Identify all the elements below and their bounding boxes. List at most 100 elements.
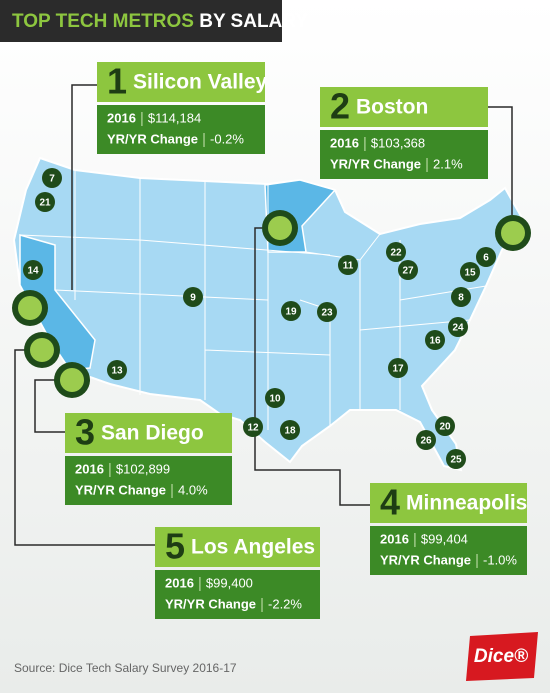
source: Source: Dice Tech Salary Survey 2016-17 — [14, 661, 237, 675]
marker-dot — [338, 255, 358, 275]
data-value: $114,184 — [148, 110, 201, 125]
data-label: YR/YR Change — [380, 552, 471, 567]
city: Boston — [356, 96, 428, 119]
marker-dot — [107, 360, 127, 380]
title-bar — [0, 0, 282, 42]
marker-label: 27 — [402, 266, 414, 277]
marker-dot — [183, 287, 203, 307]
data-label: 2016 — [75, 461, 104, 476]
data-value: 4.0% — [178, 482, 208, 497]
callout-data — [320, 130, 488, 179]
marker-label: 18 — [284, 426, 296, 437]
city-marker — [268, 216, 292, 240]
data-label: 2016 — [107, 110, 136, 125]
city-marker — [60, 368, 84, 392]
marker-label: 10 — [269, 394, 281, 405]
marker-label: 7 — [49, 174, 55, 185]
marker-dot — [265, 388, 285, 408]
marker-dot — [476, 247, 496, 267]
marker-dot — [451, 287, 471, 307]
marker-label: 15 — [464, 268, 476, 279]
connector — [254, 227, 370, 506]
marker-dot — [460, 262, 480, 282]
data-label: YR/YR Change — [330, 156, 421, 171]
city-marker — [30, 338, 54, 362]
city-marker — [18, 296, 42, 320]
rank: 1 — [107, 61, 127, 102]
city: Silicon Valley — [133, 71, 268, 94]
city: Minneapolis — [406, 492, 527, 515]
marker-label: 19 — [285, 307, 297, 318]
marker-label: 21 — [39, 198, 51, 209]
logo: Dice® — [474, 646, 528, 667]
marker-label: 6 — [483, 253, 489, 264]
callout-data — [370, 526, 527, 575]
data-label: 2016 — [380, 531, 409, 546]
marker-dot — [317, 302, 337, 322]
marker-label: 9 — [190, 293, 196, 304]
city: Los Angeles — [191, 536, 315, 559]
rank: 3 — [75, 412, 95, 453]
marker-dot — [42, 168, 62, 188]
connector — [14, 349, 155, 546]
marker-dot — [425, 330, 445, 350]
data-label: 2016 — [165, 575, 194, 590]
city: San Diego — [101, 422, 204, 445]
connector — [34, 379, 65, 433]
rank: 5 — [165, 526, 185, 567]
marker-label: 25 — [450, 455, 462, 466]
callout-header — [370, 483, 527, 523]
callout-header — [155, 527, 320, 567]
marker-dot — [435, 416, 455, 436]
rank: 2 — [330, 86, 350, 127]
callout-data — [97, 105, 265, 154]
data-value: $99,404 — [421, 531, 468, 546]
title-highlight: TOP TECH METROS — [12, 11, 194, 32]
marker-label: 23 — [321, 308, 333, 319]
marker-dot — [280, 420, 300, 440]
data-label: YR/YR Change — [75, 482, 166, 497]
logo-box — [466, 632, 538, 681]
marker-label: 13 — [111, 366, 123, 377]
marker-label: 17 — [392, 364, 404, 375]
callout-header — [97, 62, 265, 102]
connector — [488, 106, 513, 215]
title: TOP TECH METROS BY SALARY — [12, 11, 308, 32]
data-label: YR/YR Change — [107, 131, 198, 146]
data-value: $102,899 — [116, 461, 170, 476]
marker-dot — [243, 417, 263, 437]
data-value: $103,368 — [371, 135, 425, 150]
marker-label: 24 — [452, 323, 464, 334]
marker-dot — [398, 260, 418, 280]
marker-dot — [448, 317, 468, 337]
marker-dot — [386, 242, 406, 262]
data-value: 2.1% — [433, 156, 463, 171]
callout-data — [155, 570, 320, 619]
data-label: YR/YR Change — [165, 596, 256, 611]
data-value: -1.0% — [483, 552, 517, 567]
marker-label: 11 — [343, 261, 354, 272]
marker-dot — [388, 358, 408, 378]
connector — [71, 84, 97, 290]
data-value: $99,400 — [206, 575, 253, 590]
title-rest: BY SALARY — [199, 11, 308, 32]
data-value: -2.2% — [268, 596, 302, 611]
marker-label: 26 — [420, 436, 432, 447]
marker-label: 14 — [27, 266, 39, 277]
marker-dot — [23, 260, 43, 280]
rank: 4 — [380, 482, 400, 523]
marker-dot — [281, 301, 301, 321]
marker-dot — [35, 192, 55, 212]
marker-label: 12 — [247, 423, 259, 434]
callout-header — [320, 87, 488, 127]
marker-label: 20 — [439, 422, 451, 433]
marker-label: 8 — [458, 293, 464, 304]
marker-label: 16 — [429, 336, 441, 347]
callout-data — [65, 456, 232, 505]
marker-dot — [446, 449, 466, 469]
callout-header — [65, 413, 232, 453]
data-label: 2016 — [330, 135, 359, 150]
